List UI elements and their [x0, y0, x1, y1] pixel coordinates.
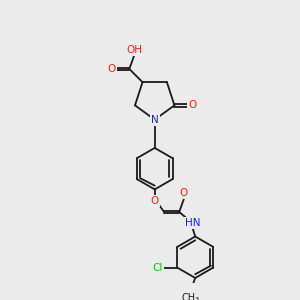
Text: Cl: Cl — [152, 262, 163, 273]
Text: O: O — [180, 188, 188, 198]
Text: CH₃: CH₃ — [182, 293, 200, 300]
Text: O: O — [188, 100, 196, 110]
Text: OH: OH — [126, 45, 142, 55]
Text: O: O — [107, 64, 116, 74]
Text: HN: HN — [185, 218, 200, 228]
Text: O: O — [151, 196, 159, 206]
Text: N: N — [151, 115, 159, 125]
